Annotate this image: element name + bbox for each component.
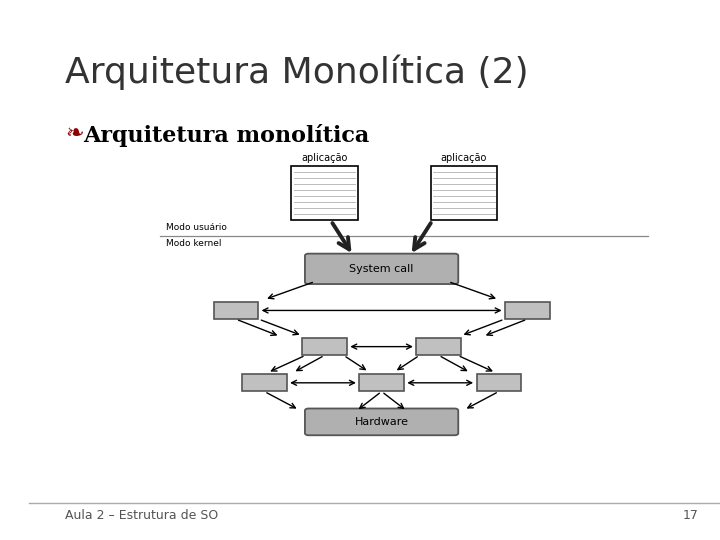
Bar (302, 338, 347, 355)
FancyBboxPatch shape (305, 408, 458, 435)
Bar (359, 374, 404, 392)
Text: Hardware: Hardware (355, 417, 409, 427)
Bar (242, 374, 287, 392)
Text: ❧: ❧ (65, 124, 84, 144)
Bar (214, 302, 258, 319)
FancyBboxPatch shape (305, 254, 458, 284)
Bar (477, 374, 521, 392)
Text: Aula 2 – Estrutura de SO: Aula 2 – Estrutura de SO (65, 509, 218, 522)
Text: Modo kernel: Modo kernel (166, 239, 222, 248)
Bar (416, 338, 461, 355)
Text: aplicação: aplicação (441, 153, 487, 163)
Text: Arquitetura monolítica: Arquitetura monolítica (83, 124, 369, 147)
Text: Arquitetura Monolítica (2): Arquitetura Monolítica (2) (65, 54, 528, 90)
Bar (431, 166, 498, 220)
Text: 17: 17 (683, 509, 698, 522)
Bar (292, 166, 358, 220)
Bar (505, 302, 549, 319)
Text: aplicação: aplicação (302, 153, 348, 163)
Text: Sistemas Operacionais – Jorge Luiz de Castro e Silva: Sistemas Operacionais – Jorge Luiz de Ca… (9, 152, 18, 388)
Text: System call: System call (349, 264, 414, 274)
Text: Modo usuário: Modo usuário (166, 223, 227, 232)
